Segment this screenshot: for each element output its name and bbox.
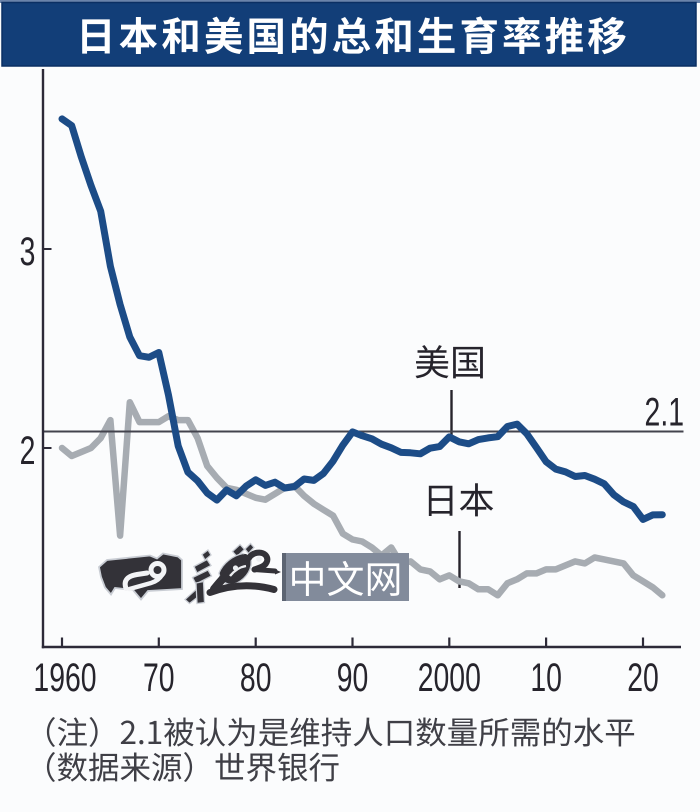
svg-text:3: 3	[20, 230, 36, 274]
svg-text:2: 2	[20, 429, 36, 473]
svg-text:1960: 1960	[33, 656, 96, 700]
svg-text:70: 70	[143, 656, 175, 700]
svg-text:80: 80	[240, 656, 272, 700]
svg-text:2.1: 2.1	[645, 391, 684, 435]
svg-text:90: 90	[337, 656, 369, 700]
svg-text:10: 10	[530, 656, 562, 700]
svg-text:20: 20	[627, 656, 659, 700]
svg-text:2000: 2000	[418, 656, 481, 700]
